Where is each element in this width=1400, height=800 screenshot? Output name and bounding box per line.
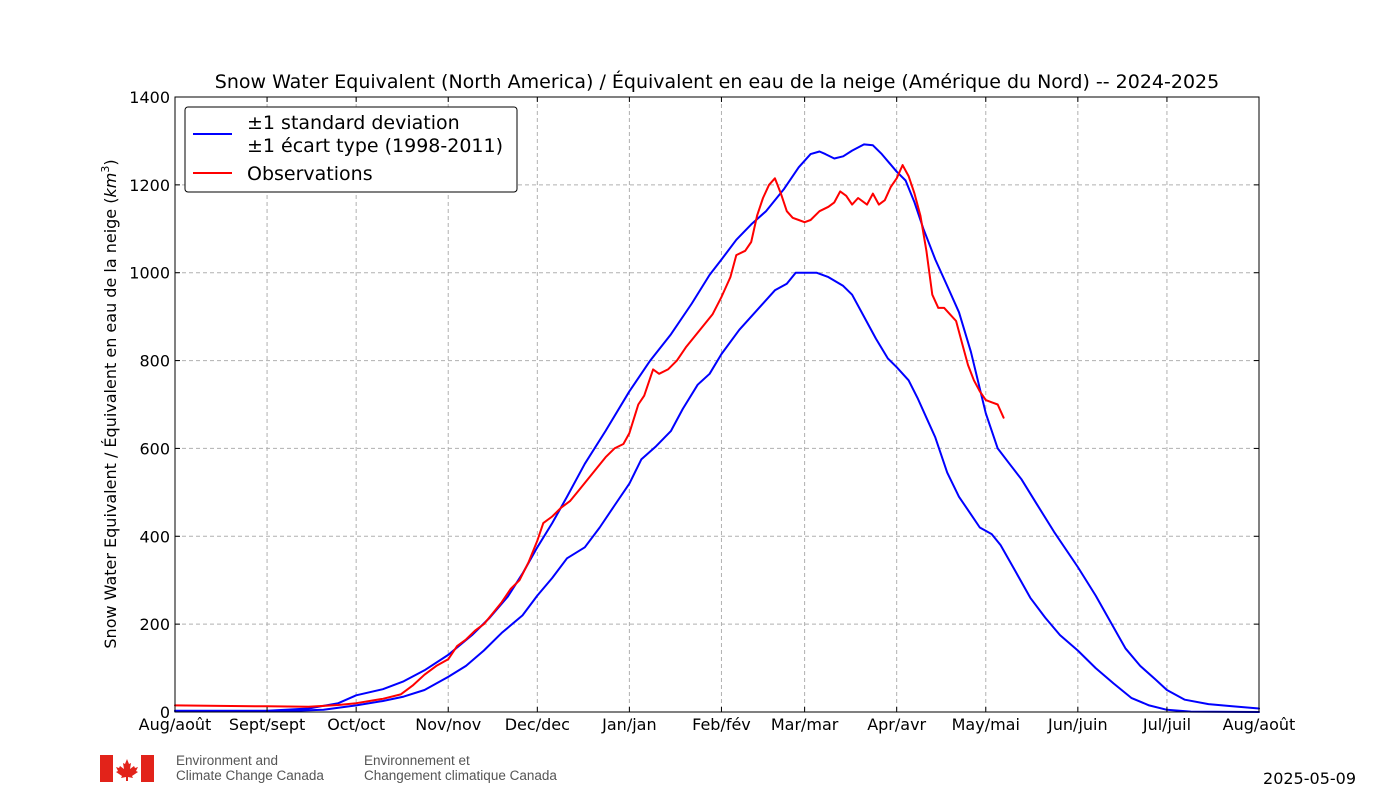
org-name-french: Environnement et Changement climatique C… <box>364 753 557 783</box>
y-axis-label-unit: km <box>101 173 120 198</box>
org-name-english-line1: Environment and <box>176 753 279 768</box>
series-line-2 <box>174 164 1005 708</box>
x-tick-label: Sept/sept <box>229 715 305 734</box>
legend-box <box>184 106 518 193</box>
x-axis-ticks: Aug/août Sept/sept Oct/oct Nov/nov Dec/dec Ja… <box>139 97 1296 734</box>
x-tick-label: Mar/mar <box>771 715 839 734</box>
y-tick-label: 600 <box>139 439 170 458</box>
y-axis-label-main: Snow Water Equivalent / Équivalent en ea… <box>101 198 120 649</box>
x-tick-label: Feb/fév <box>692 715 751 734</box>
x-tick-label: Jul/juil <box>1142 715 1191 734</box>
x-tick-label: Aug/août <box>1223 715 1296 734</box>
y-axis-label: Snow Water Equivalent / Équivalent en ea… <box>99 159 120 648</box>
x-tick-label: May/mai <box>952 715 1020 734</box>
org-name-french-line2: Changement climatique Canada <box>364 768 557 783</box>
series-lines <box>174 143 1260 713</box>
legend-label-observations: Observations <box>247 163 373 185</box>
x-tick-label: Jan/jan <box>601 715 656 734</box>
x-tick-label: Apr/avr <box>867 715 926 734</box>
canada-flag-logo <box>100 755 154 782</box>
y-tick-label: 400 <box>139 527 170 546</box>
legend: ±1 standard deviation ±1 écart type (199… <box>184 106 518 193</box>
series-line-1 <box>174 271 1260 713</box>
y-axis-ticks: 0 200 400 600 800 1000 1200 1400 <box>129 88 1259 722</box>
y-tick-label: 0 <box>160 703 170 722</box>
y-tick-label: 800 <box>139 352 170 371</box>
x-tick-label: Jun/juin <box>1047 715 1108 734</box>
x-tick-label: Oct/oct <box>327 715 385 734</box>
x-tick-label: Dec/dec <box>505 715 570 734</box>
chart-title: Snow Water Equivalent (North America) / … <box>215 70 1219 93</box>
plot-frame <box>174 96 1260 713</box>
org-name-english-line2: Climate Change Canada <box>176 768 324 783</box>
x-tick-label: Nov/nov <box>415 715 481 734</box>
generation-date: 2025-05-09 <box>1263 769 1356 788</box>
y-tick-label: 1400 <box>129 88 170 107</box>
y-tick-label: 1000 <box>129 264 170 283</box>
org-name-french-line1: Environnement et <box>364 753 470 768</box>
y-axis-label-close: ) <box>101 159 120 165</box>
org-name-english: Environment and Climate Change Canada <box>176 753 324 783</box>
series-line-0 <box>174 143 1260 712</box>
y-tick-label: 1200 <box>129 176 170 195</box>
y-tick-label: 200 <box>139 615 170 634</box>
x-tick-label: Aug/août <box>139 715 212 734</box>
legend-label-std-line1: ±1 standard deviation <box>247 112 460 134</box>
legend-label-std-line2: ±1 écart type (1998-2011) <box>247 135 503 157</box>
y-axis-label-exponent: 3 <box>99 166 112 173</box>
